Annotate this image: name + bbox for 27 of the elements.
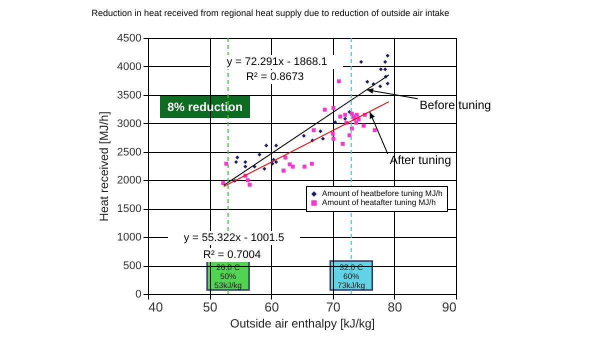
x-tick-label: 80 <box>388 300 402 314</box>
y-axis-title: Heat received [MJ/h] <box>97 111 112 222</box>
x-tick-label: 40 <box>148 300 163 314</box>
y-tick-label: 3000 <box>117 118 142 130</box>
x-tick-label: 90 <box>442 300 456 314</box>
annotation: R² = 0.7004 <box>203 249 261 261</box>
y-tick-label: 2500 <box>117 146 142 158</box>
annotation: y = 72.291x - 1868.1 <box>226 56 328 68</box>
y-tick-label: 4500 <box>117 32 142 44</box>
x-axis-title: Outside air enthalpy [kJ/kg] <box>230 316 375 330</box>
x-tick-label: 70 <box>326 300 341 314</box>
y-tick-label: 1000 <box>117 232 142 244</box>
annotation: y = 55.322x - 1001.5 <box>184 232 284 244</box>
y-tick-label: 0 <box>135 288 142 300</box>
y-tick-label: 4000 <box>117 60 142 73</box>
chart-title: Reduction in heat received from regional heat supply due to reduction of outside air intake <box>92 8 450 18</box>
y-tick-label: 2000 <box>117 174 142 187</box>
y-tick-label: 500 <box>123 260 142 272</box>
annotation: 8% reduction <box>167 100 243 114</box>
legend-label: Amount of heatafter tuning MJ/h <box>322 198 436 207</box>
y-tick-label: 1500 <box>117 203 142 216</box>
legend-label: Amount of heatbefore tuning MJ/h <box>322 189 443 198</box>
annotation: Before tuning <box>420 98 492 112</box>
x-tick-label: 60 <box>264 300 279 314</box>
annotation: R² = 0.8673 <box>246 71 304 83</box>
x-tick-label: 50 <box>202 300 218 314</box>
y-tick-label: 3500 <box>117 89 142 102</box>
